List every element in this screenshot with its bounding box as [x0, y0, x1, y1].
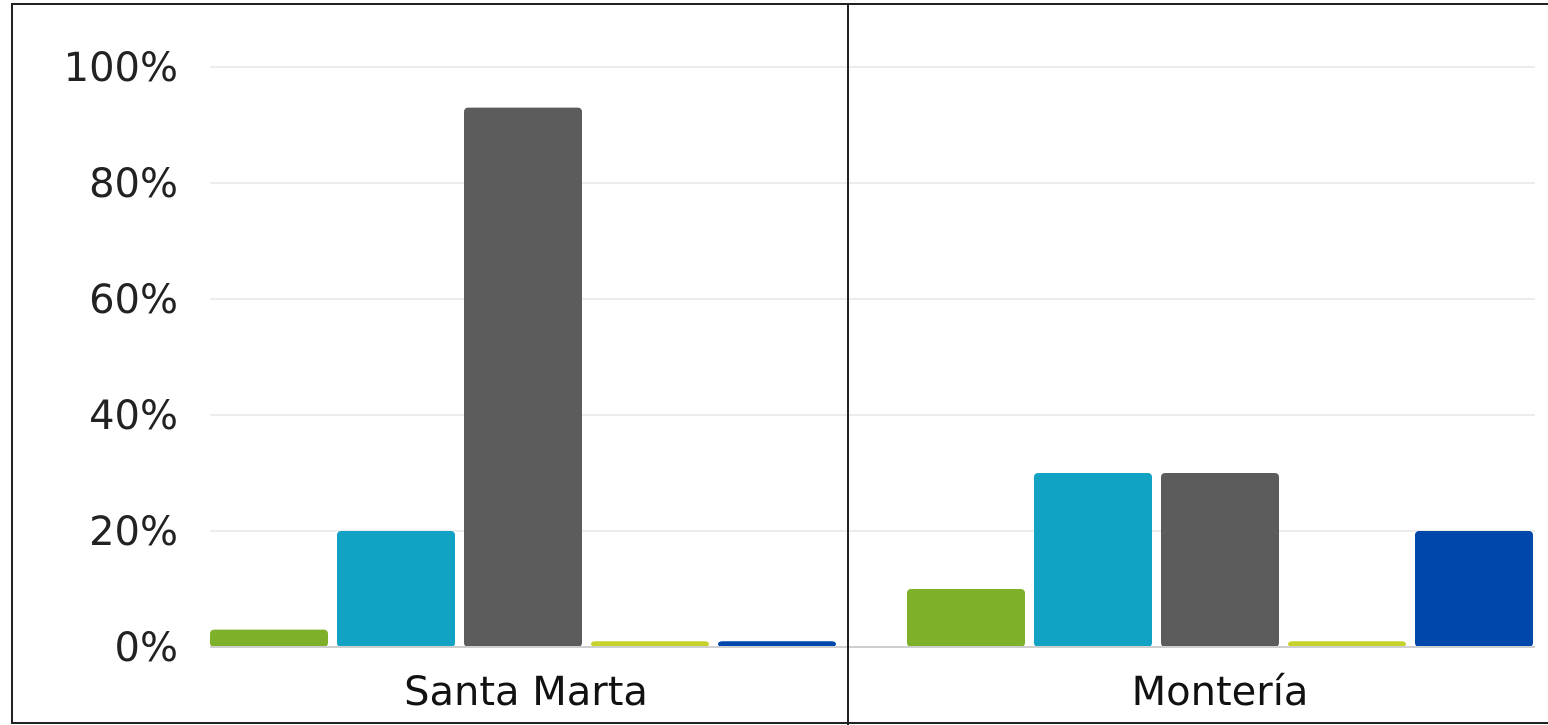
y-axis: 0% 20% 40% 60% 80% 100% [64, 45, 178, 671]
x-axis: Santa Marta Montería [210, 646, 1535, 715]
bar [907, 589, 1025, 647]
y-tick-label: 40% [89, 393, 178, 439]
bar [464, 107, 582, 648]
bar [1034, 473, 1152, 647]
bar [1161, 473, 1279, 647]
y-tick-label: 100% [64, 45, 178, 91]
bar [210, 629, 328, 647]
y-tick-label: 0% [115, 625, 178, 671]
y-tick-label: 80% [89, 161, 178, 207]
outer-frame [11, 3, 1548, 724]
category-label: Montería [1132, 669, 1309, 715]
bar [718, 641, 836, 647]
bar [591, 641, 709, 647]
bar [1415, 531, 1533, 647]
gridlines [210, 66, 1535, 532]
category-label: Santa Marta [404, 669, 648, 715]
bar [1288, 641, 1406, 647]
y-tick-label: 20% [89, 509, 178, 555]
y-tick-label: 60% [89, 277, 178, 323]
bar [337, 531, 455, 647]
bars [210, 107, 1533, 648]
